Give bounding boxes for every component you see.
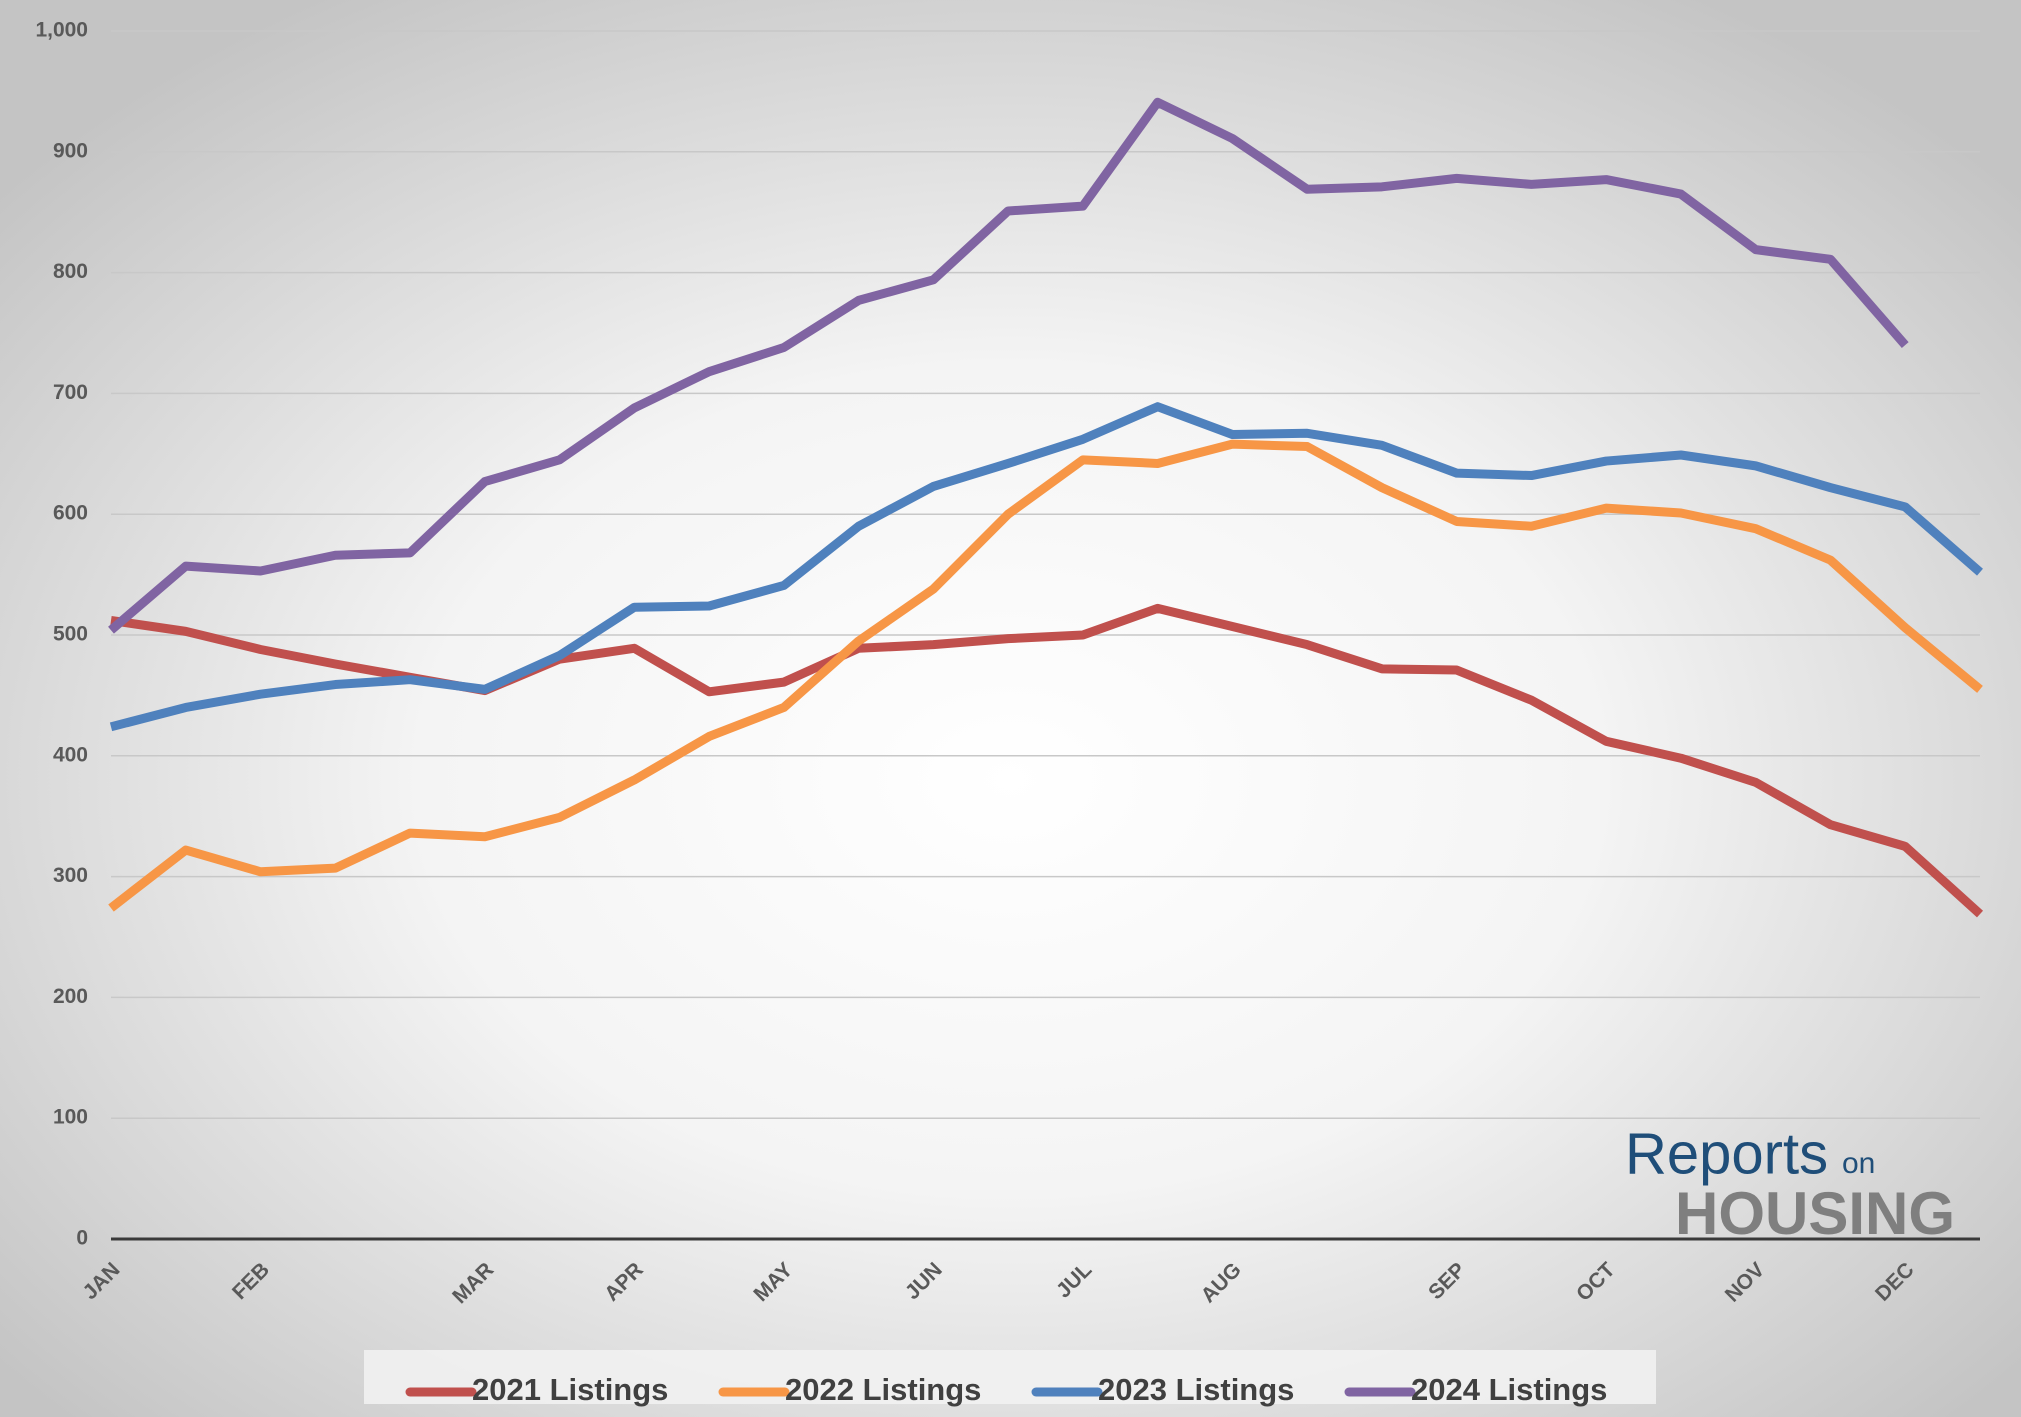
logo: Reports on HOUSING <box>1625 1121 1955 1247</box>
legend-label: 2023 Listings <box>1098 1372 1294 1407</box>
y-tick-label: 400 <box>53 743 88 766</box>
y-tick-label: 900 <box>53 139 88 162</box>
logo-sub: HOUSING <box>1675 1180 1955 1247</box>
y-tick-label: 800 <box>53 260 88 283</box>
series-line <box>108 97 1909 634</box>
legend-label: 2024 Listings <box>1411 1372 1607 1407</box>
y-tick-label: 1,000 <box>35 19 88 42</box>
y-tick-label: 700 <box>53 381 88 404</box>
y-tick-label: 100 <box>53 1106 88 1129</box>
legend-box <box>364 1350 1656 1404</box>
series-line <box>109 402 1983 732</box>
logo-brand: Reports <box>1625 1121 1828 1186</box>
legend: 2021 Listings 2022 Listings 2023 Listings 2… <box>364 1350 1656 1407</box>
y-tick-label: 600 <box>53 502 88 525</box>
series-line <box>108 439 1983 912</box>
logo-small: on <box>1842 1147 1875 1180</box>
y-tick-label: 500 <box>53 623 88 646</box>
legend-label: 2021 Listings <box>472 1372 668 1407</box>
legend-label: 2022 Listings <box>785 1372 981 1407</box>
y-tick-label: 0 <box>76 1227 88 1250</box>
y-tick-label: 200 <box>53 985 88 1008</box>
y-tick-label: 300 <box>53 864 88 887</box>
